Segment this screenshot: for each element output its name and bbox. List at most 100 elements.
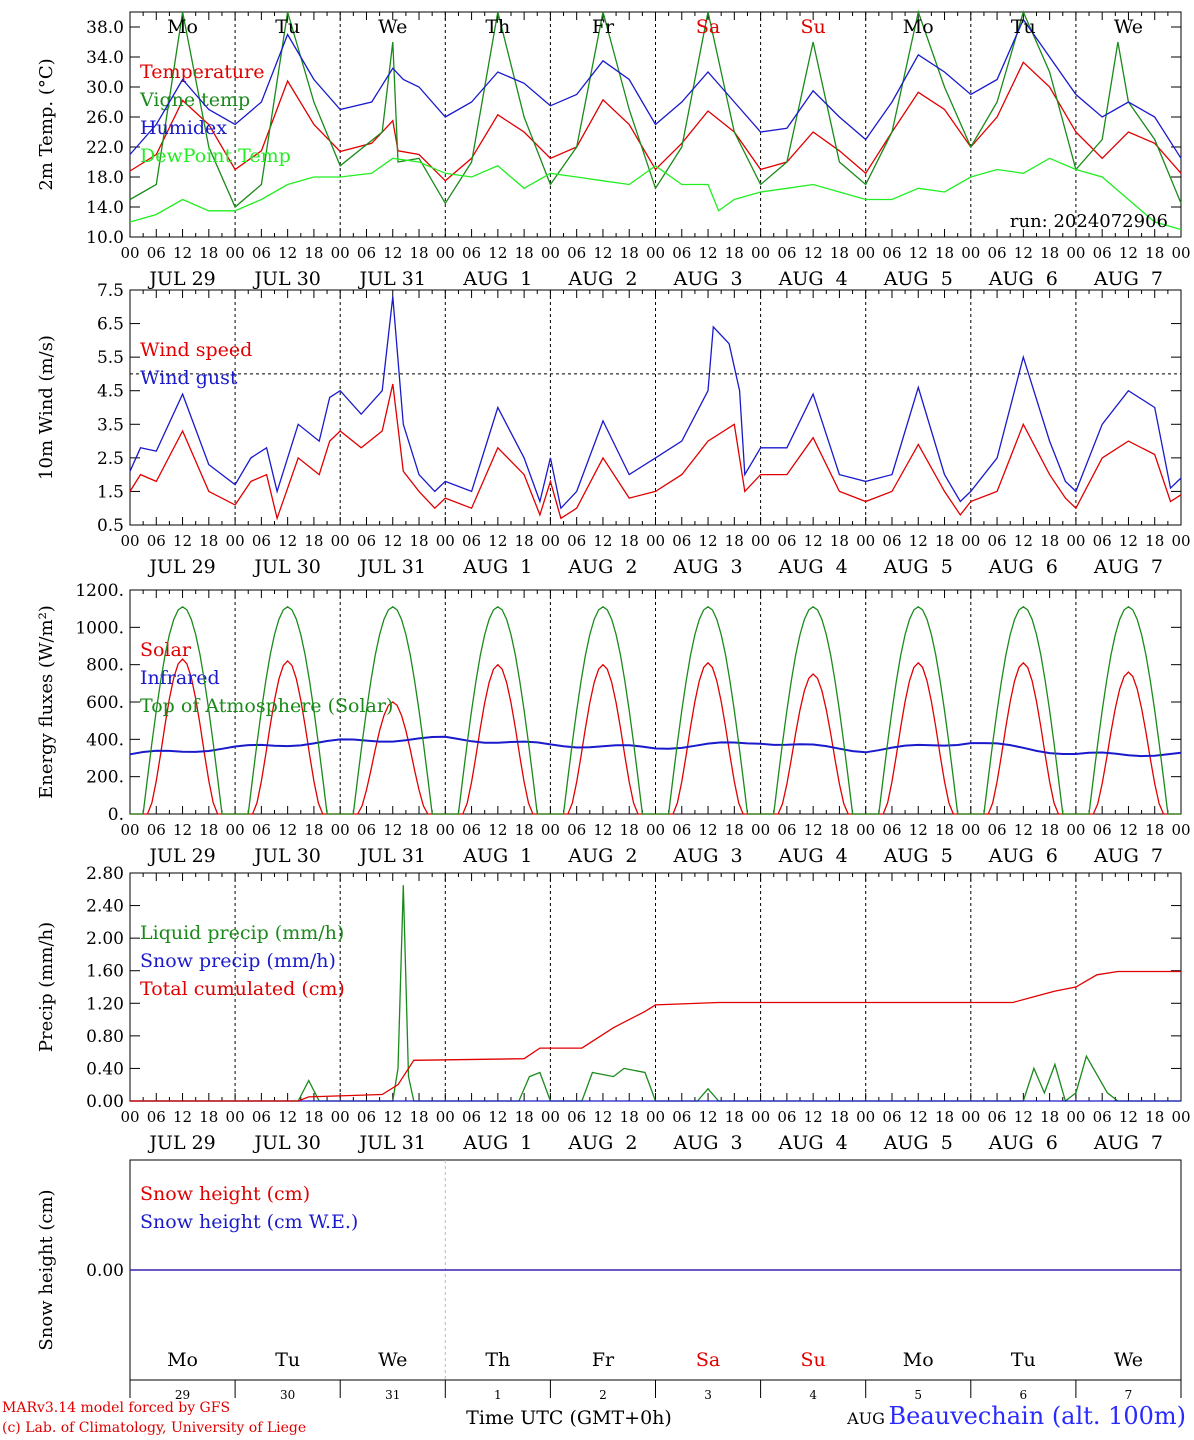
x-hour-label: 18 [515,821,534,839]
x-hour-label: 06 [357,1108,376,1126]
series-line-total-cumulated-cm- [130,970,1181,1102]
x-hour-label: 00 [120,821,139,839]
x-hour-label: 18 [935,1108,954,1126]
x-hour-label: 12 [278,244,297,262]
x-hour-label: 12 [593,532,612,550]
x-hour-label: 18 [1040,244,1059,262]
x-date-label: AUG 2 [567,845,637,867]
chart-panel-3: 0.00 0.40 0.80 1.20 1.60 2.00 2.40 2.80 Precip (… [36,864,1191,1154]
x-hour-label: 00 [646,821,665,839]
y-tick-label: 2.00 [86,929,124,949]
y-tick-label: 7.5 [97,281,124,301]
x-date-label: AUG 3 [673,556,743,578]
x-hour-label: 00 [961,244,980,262]
x-hour-label: 06 [988,532,1007,550]
legend-entry: Wind gust [140,367,238,389]
x-hour-label: 00 [541,532,560,550]
legend-entry: Temperature [140,61,264,83]
y-tick-label: 1.60 [86,962,124,982]
x-hour-label: 18 [830,244,849,262]
legend-entry: Total cumulated (cm) [140,978,345,1000]
weekday-label: We [1114,1349,1143,1371]
x-hour-label: 18 [725,821,744,839]
x-hour-label: 12 [1119,1108,1138,1126]
x-date-label: AUG 2 [567,556,637,578]
x-hour-label: 00 [856,821,875,839]
series-line-vigne-temp [129,9,1182,209]
weekday-label: We [378,16,407,38]
x-date-label: AUG 4 [778,556,848,578]
x-hour-label: 18 [515,532,534,550]
legend-entry: Humidex [140,117,227,139]
x-hour-label: 12 [804,532,823,550]
y-tick-label: 0.80 [86,1027,124,1047]
x-hour-label: 12 [383,1108,402,1126]
day-number-label: 6 [1020,1388,1028,1402]
x-hour-label: 00 [1066,821,1085,839]
x-hour-label: 12 [1119,532,1138,550]
x-hour-label: 06 [1093,244,1112,262]
chart-panel-1: 0.5 1.5 2.5 3.5 4.5 5.5 6.5 7.5 10m Wind (m/s) 00… [36,281,1191,578]
x-hour-label: 12 [383,821,402,839]
y-axis-label: Snow height (cm) [36,1189,57,1350]
day-number-label: 2 [599,1388,607,1402]
x-hour-label: 00 [226,1108,245,1126]
series-line-liquid-precip-mm-h- [130,885,1181,1103]
x-date-label: JUL 29 [147,556,215,578]
x-hour-label: 00 [331,1108,350,1126]
x-hour-label: 00 [541,821,560,839]
legend-entry: Infrared [140,667,220,689]
x-hour-label: 12 [593,1108,612,1126]
y-tick-label: 0.40 [86,1059,124,1079]
x-date-label: JUL 30 [252,845,320,867]
x-hour-label: 12 [699,1108,718,1126]
x-hour-label: 00 [331,244,350,262]
x-hour-label: 12 [699,244,718,262]
x-hour-label: 00 [1171,532,1190,550]
x-hour-label: 06 [567,821,586,839]
x-hour-label: 18 [409,532,428,550]
series-line-dewpoint-temp [129,157,1182,231]
day-number-label: 30 [280,1388,295,1402]
y-tick-label: 26.0 [86,108,124,128]
x-date-label: AUG 5 [883,268,953,290]
y-tick-label: 10.0 [86,228,124,248]
x-hour-label: 06 [672,1108,691,1126]
x-hour-label: 18 [1145,1108,1164,1126]
y-tick-label: 30.0 [86,78,124,98]
x-hour-label: 12 [278,1108,297,1126]
x-date-label: AUG 7 [1093,1132,1163,1154]
x-date-label: JUL 30 [252,1132,320,1154]
x-hour-label: 06 [567,532,586,550]
x-hour-label: 18 [304,1108,323,1126]
y-axis-label: Energy fluxes (W/m²) [36,605,57,799]
x-hour-label: 06 [147,532,166,550]
x-hour-label: 12 [173,244,192,262]
x-hour-label: 06 [882,1108,901,1126]
x-hour-label: 12 [383,532,402,550]
legend-entry: Top of Atmosphere (Solar) [140,695,393,717]
x-date-label: AUG 6 [988,268,1058,290]
y-tick-label: 0. [108,805,124,825]
x-hour-label: 06 [777,532,796,550]
x-date-label: AUG 6 [988,1132,1058,1154]
x-hour-label: 06 [882,244,901,262]
y-tick-label: 1200. [75,581,124,601]
x-hour-label: 00 [541,1108,560,1126]
lab-credit: (c) Lab. of Climatology, University of L… [2,1420,307,1436]
x-date-label: JUL 29 [147,268,215,290]
x-hour-label: 18 [1145,244,1164,262]
legend-entry: DewPoint Temp [140,145,291,167]
weekday-label: Su [801,1349,826,1371]
y-axis-label: Precip (mm/h) [36,922,57,1052]
y-tick-label: 0.5 [97,516,124,536]
x-date-label: AUG 6 [988,845,1058,867]
x-hour-label: 12 [1119,821,1138,839]
x-hour-label: 06 [672,244,691,262]
chart-panel-4: 0.00 Snow height (cm) Snow height (cm) Snow… [36,1159,1182,1381]
legend-entry: Snow precip (mm/h) [140,950,336,972]
x-hour-label: 00 [226,244,245,262]
day-number-label: 7 [1125,1388,1133,1402]
y-tick-label: 2.80 [86,864,124,884]
x-hour-label: 06 [777,244,796,262]
